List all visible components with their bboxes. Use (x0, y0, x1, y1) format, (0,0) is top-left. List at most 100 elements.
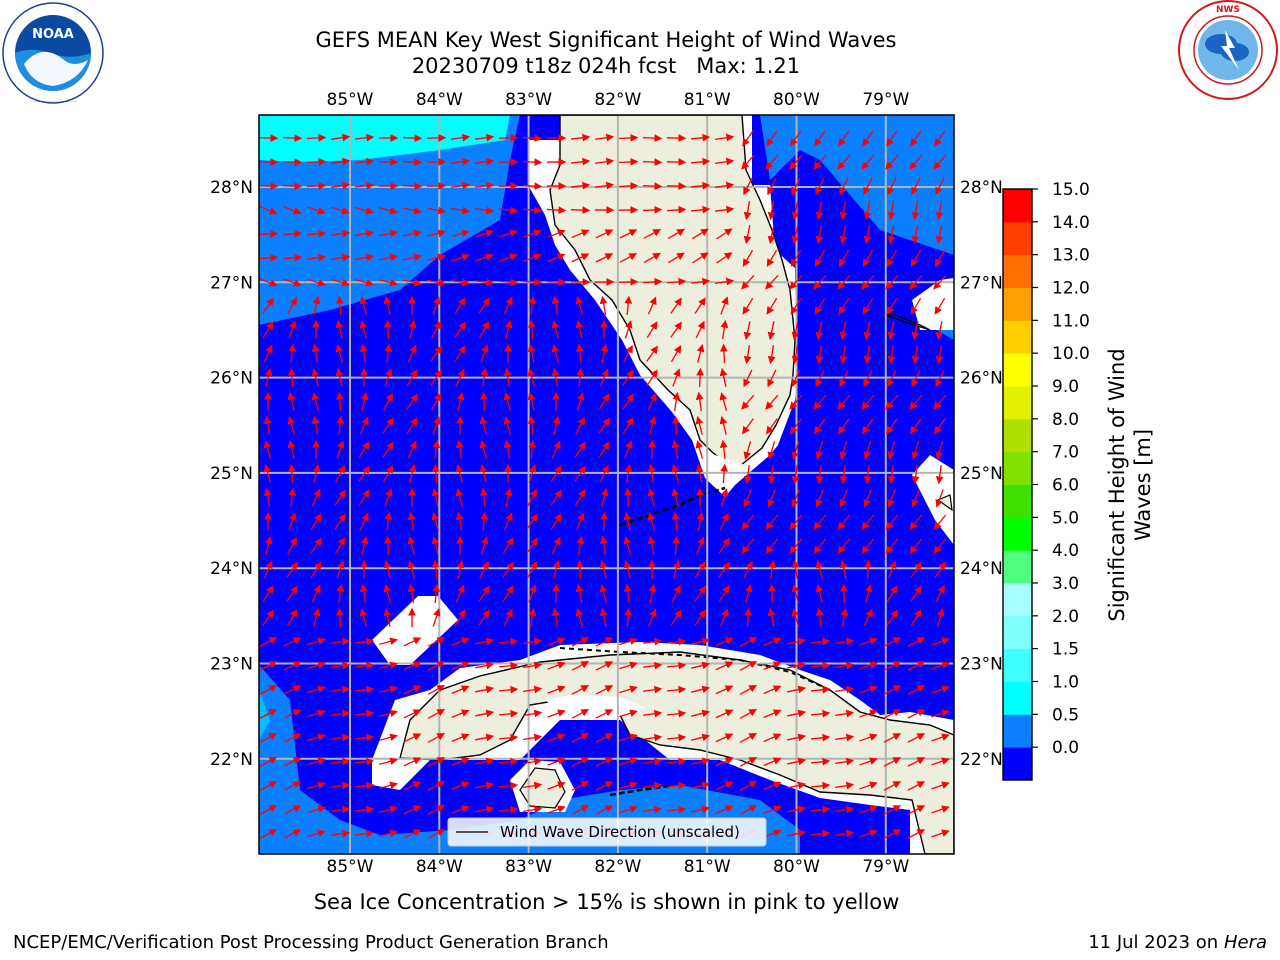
wave-arrow (379, 757, 398, 766)
colorbar-segment (1003, 287, 1032, 321)
wave-arrow (455, 511, 464, 531)
wave-arrow (715, 757, 734, 767)
wave-arrow (431, 463, 440, 484)
wave-arrow (935, 225, 944, 245)
wave-arrow (283, 733, 302, 743)
lon-tick-label-top: 81°W (684, 90, 731, 110)
wave-arrow (403, 781, 422, 791)
wave-arrow (354, 733, 375, 742)
wave-arrow (355, 229, 375, 238)
colorbar-tick-label: 11.0 (1052, 311, 1090, 331)
wave-arrow (282, 134, 303, 142)
wave-arrow (815, 464, 824, 485)
wave-arrow (671, 584, 681, 603)
wave-arrow (384, 368, 393, 387)
wave-arrow (714, 205, 735, 214)
lon-tick-label-top: 82°W (594, 90, 641, 110)
wave-arrow (887, 369, 897, 388)
wave-arrow (475, 733, 495, 742)
wave-arrow (670, 297, 682, 314)
wave-arrow (691, 757, 710, 766)
wave-arrow (720, 608, 729, 627)
wave-arrow (694, 585, 706, 602)
wave-arrow (907, 709, 926, 719)
wave-arrow (648, 416, 657, 435)
wave-arrow (331, 253, 351, 262)
wave-arrow (907, 781, 926, 791)
cuba-peninsula-land (545, 695, 645, 718)
wave-arrow (503, 367, 512, 387)
wave-arrow (427, 253, 446, 262)
wave-arrow (264, 367, 273, 387)
wave-arrow (479, 487, 488, 508)
wave-arrow (813, 274, 827, 290)
wave-arrow (475, 781, 495, 790)
wave-arrow (523, 733, 543, 742)
wave-arrow (406, 393, 418, 410)
wave-arrow (935, 177, 945, 196)
colorbar-segment (1003, 484, 1032, 518)
wave-arrow (259, 829, 278, 839)
wave-arrow (619, 805, 638, 814)
wave-arrow (288, 320, 297, 339)
wave-arrow (642, 277, 663, 286)
wave-arrow (743, 489, 752, 508)
wave-arrow (743, 560, 753, 579)
wave-arrow (911, 321, 920, 341)
wave-arrow (571, 637, 590, 647)
wave-arrow (431, 393, 442, 411)
wave-arrow (426, 182, 447, 190)
wave-arrow (330, 709, 351, 718)
wave-arrow (551, 440, 561, 459)
wave-arrow (619, 781, 638, 790)
wave-arrow (594, 133, 615, 142)
wave-arrow (934, 418, 946, 435)
wave-arrow (643, 252, 661, 264)
wave-arrow (571, 805, 590, 815)
wave-arrow (739, 757, 758, 767)
wave-arrow (334, 513, 346, 530)
wave-arrow (451, 709, 470, 718)
wave-arrow (666, 661, 687, 670)
wave-arrow (763, 685, 782, 695)
lon-tick-label-top: 80°W (773, 90, 820, 110)
wave-arrow (839, 201, 848, 221)
wave-arrow (911, 369, 921, 388)
wave-arrow (383, 295, 392, 315)
wave-arrow (259, 229, 279, 238)
wave-arrow (715, 685, 734, 695)
wave-arrow (522, 158, 543, 167)
wave-arrow (743, 225, 752, 245)
wave-arrow (307, 781, 326, 790)
wave-arrow (741, 394, 755, 410)
wave-arrow (595, 229, 614, 239)
wave-arrow (619, 229, 638, 239)
wave-arrow (791, 608, 800, 627)
wave-arrow (259, 733, 278, 743)
wave-arrow (715, 277, 735, 286)
wave-arrow (574, 441, 586, 458)
wave-arrow (864, 559, 873, 580)
wave-arrow (358, 489, 370, 506)
wave-arrow (646, 345, 658, 362)
wave-arrow (498, 206, 519, 215)
wave-arrow (259, 805, 278, 815)
wave-arrow (599, 584, 608, 603)
wave-arrow (646, 321, 658, 338)
wave-arrow (570, 206, 591, 214)
colorbar-segment (1003, 583, 1032, 617)
wave-arrow (619, 661, 638, 670)
colorbar-tick-label: 0.0 (1052, 738, 1079, 758)
wave-arrow (475, 637, 495, 646)
colorbar-tick-label: 0.5 (1052, 705, 1079, 725)
wave-arrow (574, 465, 586, 482)
wave-arrow (475, 685, 495, 694)
wave-arrow (813, 394, 827, 410)
wave-arrow (306, 229, 327, 238)
wave-arrow (672, 368, 681, 387)
wave-arrow (474, 157, 495, 166)
wave-arrow (407, 560, 416, 579)
wave-arrow (883, 757, 902, 767)
wave-arrow (598, 441, 610, 458)
wave-arrow (861, 154, 875, 170)
